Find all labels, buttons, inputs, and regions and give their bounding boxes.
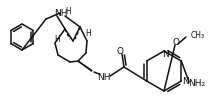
Text: H: H [65,6,71,15]
Text: CH₃: CH₃ [191,31,205,40]
Text: O: O [172,38,180,47]
Text: O: O [116,47,123,56]
Text: N: N [163,50,169,59]
Text: NH₂: NH₂ [189,79,206,88]
Text: H: H [85,29,91,38]
Text: N: N [182,77,189,86]
Text: H: H [54,35,60,44]
Text: NH: NH [97,73,111,82]
Text: NH: NH [54,8,68,17]
FancyArrow shape [77,61,92,72]
Polygon shape [78,61,92,72]
